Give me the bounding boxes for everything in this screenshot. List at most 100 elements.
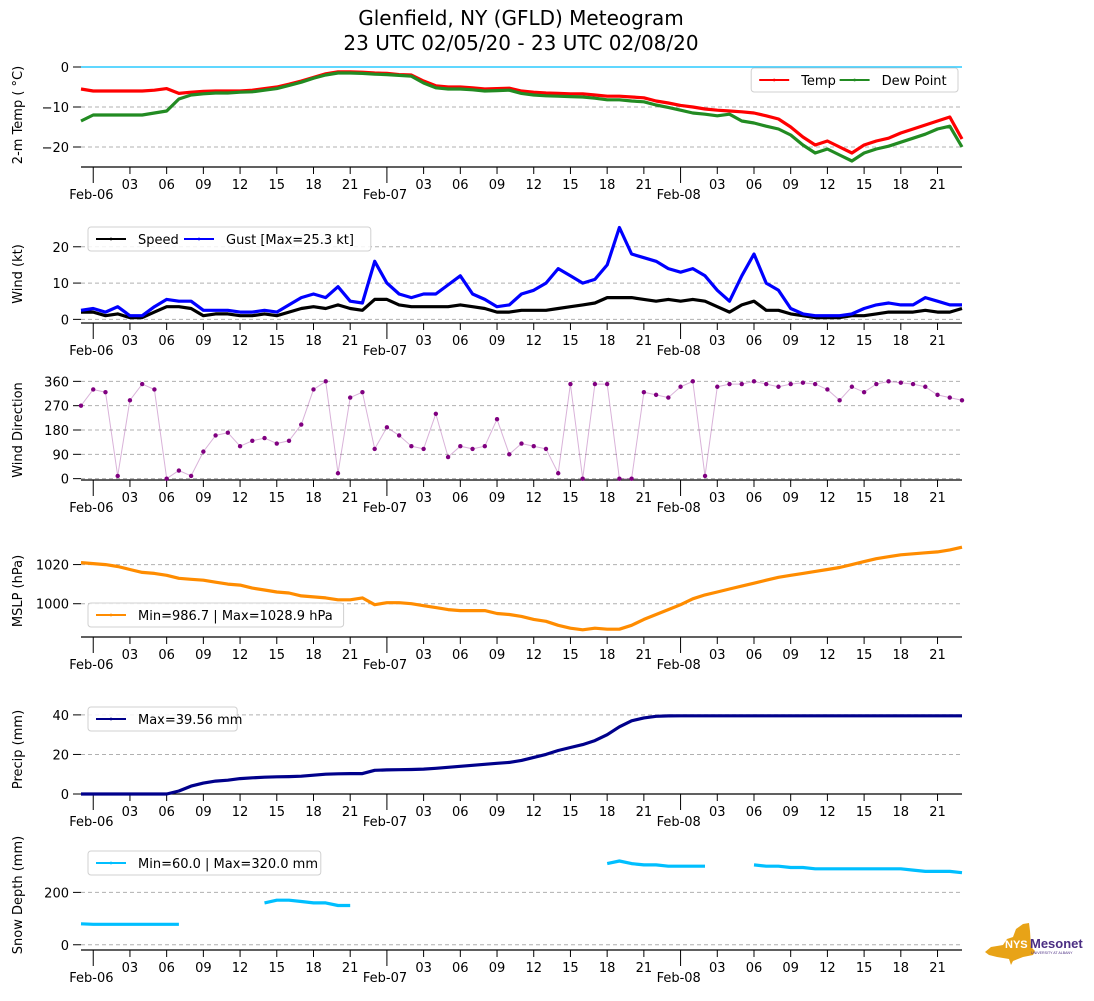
x-tick-hour-label: 18	[599, 178, 616, 193]
data-point	[115, 473, 120, 479]
x-tick-hour-label: 09	[782, 491, 799, 506]
data-point	[812, 381, 818, 387]
data-point	[372, 446, 377, 452]
x-tick-hour-label: 18	[305, 648, 322, 663]
x-tick-hour-label: 09	[195, 805, 212, 820]
legend-snow: Min=60.0 | Max=320.0 mm	[87, 850, 322, 876]
x-tick-hour-label: 12	[525, 491, 542, 506]
data-point	[678, 384, 683, 389]
x-tick-hour-label: 21	[342, 178, 359, 193]
x-tick-hour-label: 06	[158, 491, 175, 506]
x-tick-hour-label: 03	[122, 178, 139, 193]
x-tick-date-label: Feb-08	[657, 815, 701, 830]
data-point	[176, 468, 182, 473]
legend-item: Temp	[759, 74, 836, 89]
data-point	[666, 395, 671, 400]
x-tick-hour-label: 03	[122, 805, 139, 820]
data-point	[274, 441, 279, 446]
legend-temp: Temp Dew Point	[750, 67, 959, 93]
y-axis-label: MSLP (hPa)	[11, 555, 26, 627]
data-point	[947, 395, 952, 400]
data-point	[152, 387, 157, 392]
x-tick-hour-label: 15	[856, 334, 873, 349]
x-tick-hour-label: 21	[636, 805, 653, 820]
x-tick-hour-label: 09	[782, 961, 799, 976]
x-tick-hour-label: 06	[746, 334, 763, 349]
x-tick-hour-label: 21	[342, 805, 359, 820]
x-tick-hour-label: 18	[893, 805, 910, 820]
y-tick-label: 1000	[36, 598, 69, 613]
x-tick-date-label: Feb-06	[69, 658, 113, 673]
data-point	[886, 379, 891, 384]
legend-box	[87, 226, 372, 252]
x-tick-date-label: Feb-08	[657, 658, 701, 673]
data-point	[910, 381, 916, 387]
data-point	[299, 422, 304, 427]
x-tick-hour-label: 21	[929, 178, 946, 193]
x-tick-hour-label: 03	[709, 805, 726, 820]
series-temp-0	[80, 70, 964, 155]
x-tick-hour-label: 09	[195, 961, 212, 976]
data-point	[262, 435, 267, 441]
y-tick-label: 270	[44, 400, 69, 415]
x-tick-hour-label: 12	[819, 961, 836, 976]
chart-title: Glenfield, NY (GFLD) Meteogram 23 UTC 02…	[0, 6, 1042, 56]
x-tick-hour-label: 09	[489, 178, 506, 193]
legend-marker	[853, 78, 856, 82]
y-tick-label: 0	[61, 61, 69, 76]
data-point	[604, 381, 610, 387]
x-tick-hour-label: 15	[269, 178, 286, 193]
x-tick-hour-label: 12	[232, 178, 249, 193]
x-tick-hour-label: 18	[305, 805, 322, 820]
x-tick-hour-label: 03	[415, 491, 432, 506]
x-tick-hour-label: 15	[562, 805, 579, 820]
x-tick-hour-label: 12	[232, 648, 249, 663]
x-tick-hour-label: 15	[562, 961, 579, 976]
x-tick-hour-label: 12	[525, 334, 542, 349]
y-tick-label: 0	[61, 313, 69, 328]
x-tick-date-label: Feb-06	[69, 501, 113, 516]
data-point	[543, 446, 549, 452]
x-tick-hour-label: 06	[746, 178, 763, 193]
data-point	[727, 381, 732, 387]
y-tick-label: 180	[44, 424, 69, 439]
data-point	[188, 473, 194, 479]
x-tick-hour-label: 06	[746, 491, 763, 506]
x-tick-hour-label: 03	[415, 648, 432, 663]
x-tick-hour-label: 06	[452, 334, 469, 349]
x-tick-date-label: Feb-08	[657, 971, 701, 986]
x-tick-hour-label: 12	[819, 178, 836, 193]
x-tick-hour-label: 18	[893, 961, 910, 976]
legend-box	[87, 850, 322, 876]
data-point	[653, 392, 659, 398]
x-tick-hour-label: 21	[636, 491, 653, 506]
x-tick-hour-label: 03	[122, 648, 139, 663]
data-point	[286, 438, 292, 444]
x-tick-hour-label: 06	[158, 178, 175, 193]
x-tick-date-label: Feb-08	[657, 188, 701, 203]
legend-mslp: Min=986.7 | Max=1028.9 hPa	[87, 602, 345, 628]
y-axis-label: Snow Depth (mm)	[11, 836, 26, 954]
x-tick-hour-label: 15	[856, 491, 873, 506]
series-snow-0	[80, 859, 963, 926]
x-tick-hour-label: 21	[636, 334, 653, 349]
x-tick-hour-label: 21	[342, 961, 359, 976]
x-tick-hour-label: 06	[452, 805, 469, 820]
y-axis-label: Wind Direction	[11, 382, 26, 478]
x-tick-date-label: Feb-06	[69, 815, 113, 830]
x-tick-hour-label: 18	[305, 961, 322, 976]
x-tick-hour-label: 06	[452, 491, 469, 506]
x-tick-hour-label: 18	[305, 334, 322, 349]
y-axis-label: 2-m Temp ( °C)	[11, 66, 26, 164]
y-tick-label: −10	[42, 101, 69, 116]
logo-university-text: UNIVERSITY AT ALBANY	[1031, 951, 1073, 955]
x-tick-hour-label: 09	[782, 334, 799, 349]
x-tick-hour-label: 03	[709, 491, 726, 506]
nys-mesonet-logo: NYS Mesonet UNIVERSITY AT ALBANY	[985, 923, 1083, 965]
y-tick-label: 1020	[36, 559, 69, 574]
x-tick-hour-label: 15	[269, 491, 286, 506]
x-tick-date-label: Feb-07	[363, 658, 407, 673]
data-point	[629, 476, 634, 481]
x-tick-date-label: Feb-07	[363, 971, 407, 986]
